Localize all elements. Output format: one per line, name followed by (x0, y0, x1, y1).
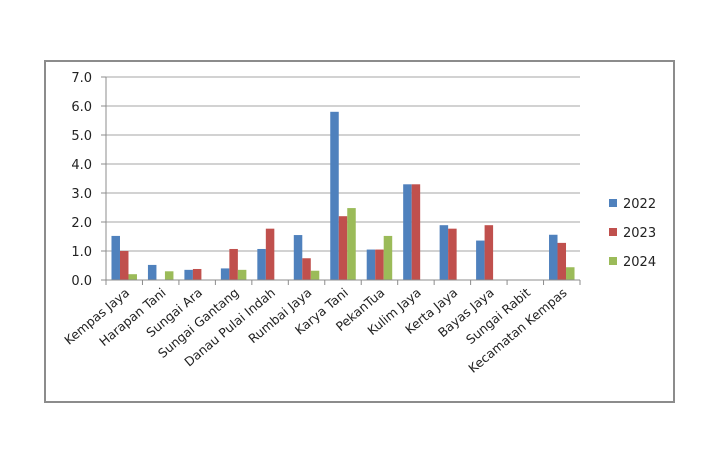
bar-2022 (366, 249, 376, 280)
bar-2022 (549, 234, 558, 280)
bar-2022 (257, 248, 266, 280)
legend-swatch-2022 (609, 199, 617, 207)
legend-label: 2024 (623, 255, 656, 270)
bar-2024 (566, 267, 575, 280)
gridlines (106, 76, 580, 252)
bar-2024 (310, 270, 320, 280)
bar-2024 (128, 274, 137, 280)
bar-2023 (411, 184, 421, 280)
bar-2022 (476, 240, 485, 280)
legend: 2022 2023 2024 (609, 197, 656, 270)
y-tick-label: 1.0 (71, 245, 92, 260)
bar-2024 (237, 269, 247, 280)
y-tick-label: 2.0 (71, 216, 92, 231)
bar-2022 (439, 225, 449, 280)
bar-2023 (484, 225, 494, 280)
y-tick-label: 4.0 (71, 158, 92, 173)
bar-2022 (111, 235, 120, 280)
bar-2023 (229, 248, 238, 280)
bar-2023 (448, 228, 457, 280)
y-axis: 0.0 1.0 2.0 3.0 4.0 5.0 6.0 7.0 (71, 71, 107, 289)
bar-2024 (383, 235, 393, 280)
bar-2023 (265, 228, 275, 280)
y-tick-label: 6.0 (71, 100, 92, 115)
bar-2022 (184, 269, 193, 280)
bar-2022 (293, 235, 303, 280)
legend-label: 2023 (623, 226, 656, 241)
y-tick-label: 7.0 (71, 71, 92, 86)
bar-2024 (164, 271, 174, 280)
bar-2023 (302, 258, 311, 280)
legend-swatch-2023 (609, 228, 617, 236)
chart-frame (44, 60, 675, 403)
bar-2023 (557, 242, 567, 280)
bar-2022 (330, 111, 339, 280)
bar-2023 (375, 249, 384, 280)
legend-label: 2022 (623, 197, 656, 212)
y-tick-label: 3.0 (71, 187, 92, 202)
bar-2022 (147, 264, 157, 280)
bar-2022 (403, 184, 412, 280)
bar-2023 (119, 251, 129, 280)
bar-2022 (220, 268, 230, 280)
bar-2023 (192, 268, 202, 280)
y-tick-label: 5.0 (71, 129, 92, 144)
bar-2024 (347, 208, 356, 280)
legend-swatch-2024 (609, 257, 617, 265)
bars (111, 111, 575, 280)
y-tick-label: 0.0 (71, 274, 92, 289)
bar-2023 (338, 216, 348, 280)
